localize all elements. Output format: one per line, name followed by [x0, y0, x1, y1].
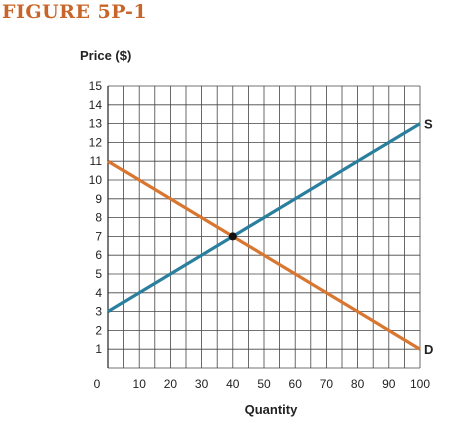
y-tick-label: 14 [89, 98, 103, 112]
origin-label: 0 [94, 377, 101, 391]
series-line-s [107, 122, 421, 313]
x-tick-label: 70 [320, 377, 334, 391]
x-tick-label: 60 [289, 377, 303, 391]
x-tick-label: 90 [382, 377, 396, 391]
y-tick-label: 9 [95, 192, 102, 206]
y-tick-label: 8 [95, 211, 102, 225]
x-tick-label: 80 [351, 377, 365, 391]
y-tick-label: 15 [89, 79, 103, 93]
y-tick-label: 2 [95, 323, 102, 337]
y-tick-label: 3 [95, 305, 102, 319]
y-tick-label: 12 [89, 135, 103, 149]
x-tick-label: 30 [195, 377, 209, 391]
x-tick-label: 40 [226, 377, 240, 391]
figure-title: FIGURE 5P-1 [2, 1, 148, 23]
series-line-d [107, 159, 421, 351]
y-tick-label: 11 [90, 154, 103, 168]
y-tick-label: 6 [95, 248, 102, 262]
series-label-d: D [424, 342, 433, 357]
chart-series: SD [107, 117, 433, 357]
x-tick-label: 50 [257, 377, 271, 391]
y-tick-label: 7 [95, 229, 102, 243]
x-tick-labels: 10 20 30 40 50 60 70 80 90 100 [133, 377, 431, 391]
x-tick-label: 10 [133, 377, 147, 391]
x-axis-label: Quantity [245, 402, 298, 417]
y-tick-label: 5 [95, 267, 102, 281]
x-tick-label: 20 [164, 377, 178, 391]
y-axis-label: Price ($) [80, 48, 131, 63]
y-tick-label: 13 [89, 117, 103, 131]
y-tick-label: 1 [95, 342, 102, 356]
equilibrium-point [228, 232, 237, 241]
y-tick-label: 4 [95, 286, 102, 300]
series-label-s: S [424, 117, 433, 132]
y-tick-label: 10 [89, 173, 103, 187]
x-tick-label: 100 [410, 377, 430, 391]
chart-grid [107, 85, 421, 369]
